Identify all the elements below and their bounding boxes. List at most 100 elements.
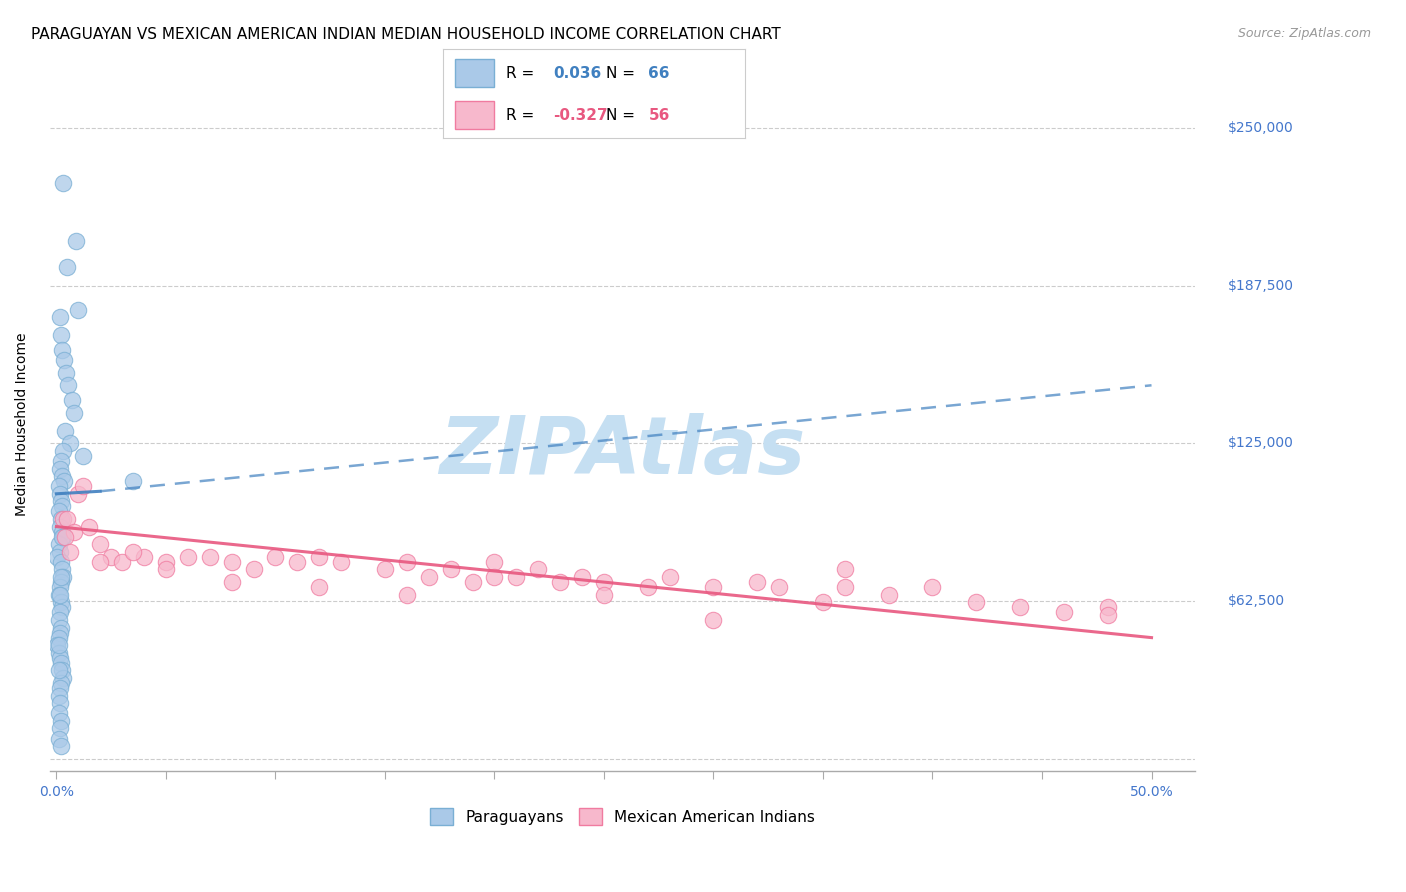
Point [505, 570, 527, 584]
Text: -0.327: -0.327 [553, 108, 607, 122]
Point [658, 570, 681, 584]
Point [48, 310, 70, 325]
Point [67, 302, 90, 317]
Text: PARAGUAYAN VS MEXICAN AMERICAN INDIAN MEDIAN HOUSEHOLD INCOME CORRELATION CHART: PARAGUAYAN VS MEXICAN AMERICAN INDIAN ME… [31, 27, 780, 42]
Point [440, 562, 463, 576]
Point [89, 555, 111, 569]
Point [48, 722, 70, 736]
Point [330, 555, 353, 569]
Point [49, 621, 72, 635]
Point [48, 504, 70, 518]
Bar [456, 101, 495, 129]
Point [1010, 600, 1032, 615]
Point [48, 625, 70, 640]
Point [51, 343, 73, 357]
Point [89, 537, 111, 551]
Text: Source: ZipAtlas.com: Source: ZipAtlas.com [1237, 27, 1371, 40]
Text: R =: R = [506, 108, 540, 122]
Point [48, 588, 70, 602]
Point [46, 638, 69, 652]
Point [155, 555, 177, 569]
Y-axis label: Median Household Income: Median Household Income [15, 333, 30, 516]
Point [702, 580, 724, 594]
Point [63, 524, 86, 539]
Point [374, 562, 396, 576]
Point [122, 545, 145, 559]
Point [49, 454, 72, 468]
Point [264, 549, 287, 564]
Point [58, 545, 80, 559]
Point [49, 575, 72, 590]
Point [49, 739, 72, 753]
Point [72, 449, 94, 463]
Point [52, 671, 75, 685]
Point [48, 638, 70, 652]
Point [51, 500, 73, 514]
Point [49, 656, 72, 670]
Point [52, 177, 75, 191]
Point [48, 706, 70, 721]
Point [48, 650, 70, 665]
Text: $125,000: $125,000 [1229, 436, 1294, 450]
Point [834, 580, 856, 594]
Point [48, 696, 70, 710]
Point [53, 424, 76, 438]
Point [834, 562, 856, 576]
Text: $187,500: $187,500 [1229, 278, 1294, 293]
Point [51, 530, 73, 544]
Point [702, 613, 724, 627]
Point [49, 714, 72, 728]
Point [122, 474, 145, 488]
Point [155, 562, 177, 576]
Point [48, 631, 70, 645]
Point [48, 588, 70, 602]
Point [49, 555, 72, 569]
Point [60, 393, 83, 408]
Point [221, 575, 243, 590]
Point [48, 731, 70, 746]
Point [52, 512, 75, 526]
Point [395, 588, 418, 602]
Point [48, 479, 70, 493]
Point [49, 494, 72, 508]
Text: $250,000: $250,000 [1229, 121, 1294, 135]
Point [46, 549, 69, 564]
Point [768, 580, 790, 594]
Text: 56: 56 [648, 108, 669, 122]
Point [48, 580, 70, 594]
Point [242, 562, 264, 576]
Point [65, 235, 87, 249]
Point [52, 530, 75, 544]
Point [527, 562, 550, 576]
Point [49, 570, 72, 584]
Point [285, 555, 308, 569]
Point [48, 613, 70, 627]
Point [921, 580, 943, 594]
Point [132, 549, 155, 564]
Point [48, 537, 70, 551]
Point [48, 689, 70, 703]
Point [51, 524, 73, 539]
Point [51, 469, 73, 483]
Point [51, 600, 73, 615]
Point [111, 555, 134, 569]
Point [484, 570, 506, 584]
Point [484, 555, 506, 569]
Point [1097, 600, 1119, 615]
Text: N =: N = [606, 108, 640, 122]
Point [48, 606, 70, 620]
Point [811, 595, 834, 609]
Point [53, 474, 76, 488]
Text: 66: 66 [648, 66, 669, 80]
Legend: Paraguayans, Mexican American Indians: Paraguayans, Mexican American Indians [422, 800, 823, 833]
Point [51, 664, 73, 678]
Point [48, 646, 70, 660]
Point [221, 555, 243, 569]
Text: R =: R = [506, 66, 540, 80]
Point [53, 353, 76, 368]
Text: 0.036: 0.036 [553, 66, 602, 80]
Point [461, 575, 484, 590]
Point [1053, 606, 1076, 620]
Point [100, 549, 122, 564]
Point [49, 595, 72, 609]
